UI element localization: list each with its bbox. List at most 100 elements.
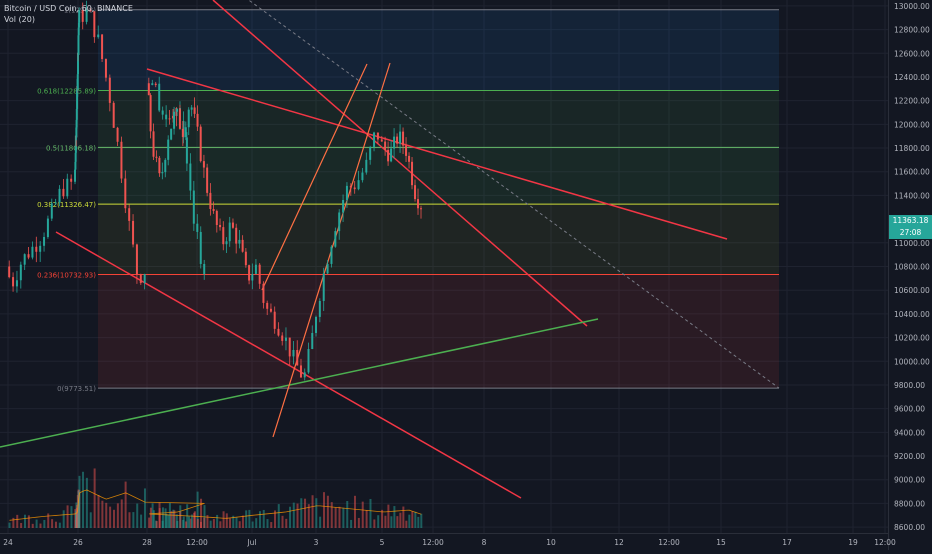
candle-body [19, 264, 22, 281]
volume-bar [172, 509, 175, 528]
volume-bar [311, 495, 314, 528]
candle-body [147, 83, 150, 96]
volume-bar [417, 516, 420, 528]
volume-bar [203, 517, 206, 528]
fib-zone [98, 9, 779, 91]
candle-body [89, 9, 92, 12]
volume-bar [420, 513, 423, 528]
candle-body [176, 109, 178, 112]
volume-bar [216, 514, 219, 528]
volume-bar [62, 510, 65, 528]
volume-bar [16, 514, 19, 528]
volume-bar [97, 494, 100, 528]
candle-body [402, 131, 405, 146]
volume-bar [190, 514, 193, 528]
candle-body [165, 114, 168, 120]
candle-body [158, 157, 161, 174]
volume-bar [248, 509, 251, 528]
volume-bar [289, 506, 292, 528]
volume-bar [405, 520, 408, 528]
volume-bar [390, 516, 393, 528]
candle-body [74, 169, 77, 182]
candle-body [77, 22, 80, 28]
volume-bar [170, 511, 173, 528]
candle-body [108, 77, 111, 103]
candle-body [338, 212, 341, 232]
volume-bar [266, 519, 269, 528]
volume-bar [128, 512, 131, 528]
volume-bar [377, 515, 380, 528]
candle-body [158, 83, 161, 111]
volume-bar [414, 511, 417, 528]
candle-body [112, 102, 115, 128]
volume-bar [89, 512, 92, 528]
candle-body [181, 128, 184, 137]
volume-bar [222, 511, 225, 528]
fib-level-label: 0.382(11326.47) [37, 201, 96, 209]
volume-bar [70, 506, 73, 528]
candle-body [104, 59, 107, 78]
candle-body [143, 274, 146, 283]
volume-bar [300, 498, 303, 528]
candle-body [228, 222, 231, 242]
candle-body [78, 10, 81, 23]
candle-body [215, 210, 218, 225]
candle-body [66, 178, 69, 197]
candle-body [266, 302, 269, 309]
volume-bar [148, 517, 151, 528]
volume-bar [292, 502, 295, 528]
volume-bar [136, 503, 139, 528]
volume-bar [51, 519, 54, 528]
candle-body [168, 118, 171, 120]
fib-level-label: 0.618(12285.89) [37, 88, 96, 96]
volume-bar [93, 468, 96, 528]
candle-body [334, 231, 337, 247]
candle-body [39, 245, 42, 252]
volume-bars [8, 468, 423, 528]
volume-bar [274, 510, 277, 528]
price-axis[interactable] [888, 0, 932, 550]
volume-bar [200, 498, 203, 528]
volume-bar [149, 507, 152, 528]
candle-body [408, 155, 411, 162]
candles [8, 0, 423, 381]
volume-bar [357, 517, 360, 528]
candle-body [330, 246, 333, 264]
candle-body [326, 263, 329, 274]
candle-body [76, 88, 79, 109]
volume-bar [393, 506, 396, 528]
volume-bar [196, 491, 199, 528]
volume-bar [167, 514, 170, 528]
volume-bar [31, 523, 34, 528]
candle-body [299, 365, 302, 378]
candle-body [101, 34, 104, 60]
time-axis[interactable] [0, 533, 888, 551]
volume-bar [238, 521, 241, 528]
candle-body [376, 132, 379, 140]
volume-bar [116, 503, 119, 528]
volume-bar [251, 521, 254, 528]
volume-bar [235, 517, 238, 528]
trendline-support-green [0, 318, 599, 448]
volume-bar [35, 519, 38, 528]
volume-bar [132, 512, 135, 528]
volume-bar [319, 516, 322, 528]
candle-body [77, 35, 80, 56]
volume-bar [270, 522, 273, 528]
chart-legend: Bitcoin / USD Coin, 60, BINANCE Vol (20) [4, 3, 133, 25]
candle-body [203, 263, 206, 275]
candle-body [43, 236, 46, 246]
fib-level-label: 0(9773.51) [57, 385, 96, 393]
volume-bar [361, 501, 364, 528]
volume-bar [23, 514, 26, 528]
volume-bar [232, 515, 235, 528]
candle-body [411, 161, 414, 186]
candle-body [155, 156, 158, 158]
candle-body [384, 141, 387, 150]
fib-level-label: 0.5(11806.18) [46, 144, 96, 152]
volume-bar [209, 520, 212, 528]
candle-body [189, 163, 192, 191]
volume-bar [101, 500, 104, 528]
